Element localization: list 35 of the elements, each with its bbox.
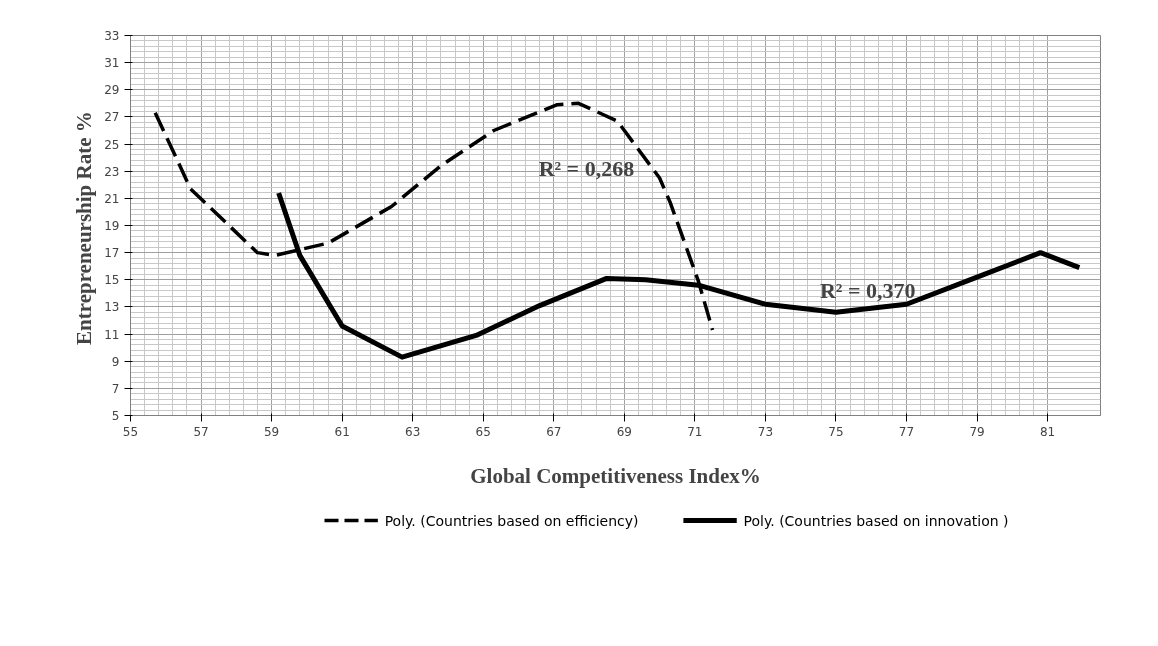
x-tick-label: 69 [616,424,632,439]
x-tick-label: 67 [546,424,562,439]
x-tick-label: 79 [969,424,985,439]
x-tick-label: 57 [193,424,209,439]
legend-label: Poly. (Countries based on innovation ) [743,512,1009,529]
x-tick-label: 61 [334,424,350,439]
x-tick-label: 81 [1039,424,1056,439]
y-tick-label: 15 [104,273,120,288]
y-tick-label: 7 [111,381,120,396]
y-tick-label: 25 [104,137,120,152]
y-tick-label: 13 [104,300,120,315]
y-tick-label: 21 [104,191,120,206]
x-tick-label: 71 [687,424,703,439]
x-tick-label: 63 [405,424,421,439]
x-tick-label: 73 [757,424,774,439]
annotation: R² = 0,370 [819,277,916,303]
legend-label: Poly. (Countries based on efficiency) [384,512,639,529]
y-tick-label: 9 [111,354,120,369]
x-tick-label: 65 [475,424,491,439]
x-tick-label: 55 [122,424,139,439]
y-tick-label: 5 [111,409,120,423]
y-tick-label: 19 [104,219,120,233]
x-tick-label: 75 [828,424,844,439]
y-tick-label: 11 [104,327,120,342]
annotation: R² = 0,268 [538,156,635,181]
y-tick-label: 33 [104,29,120,43]
y-tick-label: 31 [104,56,120,71]
x-axis-title: Global Competitiveness Index% [470,463,761,488]
y-tick-label: 17 [104,246,120,261]
y-axis-title: Entrepreneurship Rate % [72,111,97,345]
y-tick-label: 23 [104,164,120,179]
y-tick-label: 29 [104,83,120,98]
y-tick-label: 27 [104,110,120,125]
x-tick-label: 59 [263,424,280,439]
x-tick-label: 77 [898,424,915,439]
